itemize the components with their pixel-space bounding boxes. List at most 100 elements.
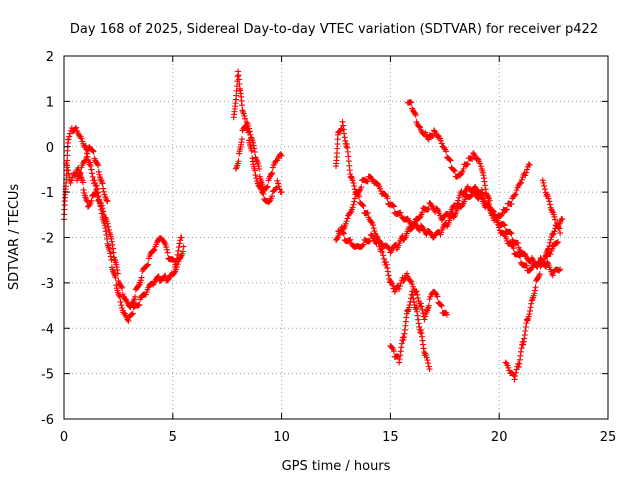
data-point — [89, 147, 96, 154]
data-point — [118, 302, 125, 309]
data-point — [541, 186, 548, 193]
data-point — [423, 354, 430, 361]
data-point — [546, 239, 553, 246]
data-point — [359, 242, 366, 249]
data-point — [351, 198, 358, 205]
data-point — [73, 124, 80, 131]
x-tick-label: 10 — [273, 430, 290, 445]
data-point — [559, 216, 566, 223]
data-point — [100, 188, 107, 195]
data-point — [525, 313, 532, 320]
data-point — [478, 186, 485, 193]
data-point — [540, 179, 547, 186]
data-point — [360, 241, 367, 248]
x-tick-label: 5 — [169, 430, 177, 445]
data-point — [247, 131, 254, 138]
data-point — [552, 216, 559, 223]
data-point — [455, 194, 462, 201]
data-point — [523, 169, 530, 176]
data-point — [397, 209, 404, 216]
data-point — [118, 283, 125, 290]
data-point — [65, 167, 72, 174]
data-point — [383, 261, 390, 268]
data-point — [425, 363, 432, 370]
data-point — [95, 162, 102, 169]
data-point — [68, 177, 75, 184]
data-point — [65, 170, 72, 177]
data-point — [551, 228, 558, 235]
data-point — [396, 283, 403, 290]
data-point — [547, 236, 554, 243]
data-point — [173, 255, 180, 262]
data-point — [155, 273, 162, 280]
data-point — [409, 280, 416, 287]
data-point — [486, 197, 493, 204]
data-point — [505, 364, 512, 371]
data-point — [556, 225, 563, 232]
data-point — [98, 177, 105, 184]
data-point — [474, 194, 481, 201]
data-point — [469, 155, 476, 162]
data-point — [175, 244, 182, 251]
data-point — [434, 293, 441, 300]
series-track-2 — [63, 160, 185, 311]
data-point — [438, 140, 445, 147]
data-point — [251, 145, 258, 152]
data-point — [425, 136, 432, 143]
data-point — [554, 240, 561, 247]
data-point — [536, 271, 543, 278]
chart-title: Day 168 of 2025, Sidereal Day-to-day VTE… — [70, 22, 598, 37]
data-point — [409, 288, 416, 295]
data-point — [540, 260, 547, 267]
data-point — [368, 219, 375, 226]
data-point — [427, 229, 434, 236]
data-point — [100, 208, 107, 215]
data-point — [89, 173, 96, 180]
data-point — [385, 272, 392, 279]
data-point — [535, 274, 542, 281]
y-tick-label: 1 — [46, 95, 54, 110]
data-point — [541, 182, 548, 189]
data-point — [100, 185, 107, 192]
data-point — [129, 310, 136, 317]
data-point — [253, 155, 260, 162]
data-point — [490, 208, 497, 215]
data-point — [103, 197, 110, 204]
data-point — [274, 177, 281, 184]
y-tick-label: -6 — [41, 413, 54, 428]
data-point — [88, 197, 95, 204]
data-point — [162, 272, 169, 279]
data-point — [163, 244, 170, 251]
data-point — [238, 102, 245, 109]
data-point — [358, 184, 365, 191]
data-point — [526, 311, 533, 318]
data-point — [401, 236, 408, 243]
data-point — [384, 268, 391, 275]
data-point — [77, 169, 84, 176]
data-point — [242, 115, 249, 122]
data-point — [524, 166, 531, 173]
data-point — [464, 160, 471, 167]
series-track-12 — [539, 177, 564, 236]
data-point — [416, 123, 423, 130]
y-tick-label: -3 — [41, 277, 54, 292]
data-point — [268, 171, 275, 178]
data-point — [416, 227, 423, 234]
data-point — [417, 300, 424, 307]
data-point — [66, 133, 73, 140]
data-point — [425, 302, 432, 309]
data-point — [508, 230, 515, 237]
data-point — [273, 184, 280, 191]
axis-ticks: 0 5 10 15 20 25 -6 -5 -4 -3 -2 -1 0 1 2 — [41, 50, 616, 445]
data-point — [380, 255, 387, 262]
data-point — [176, 240, 183, 247]
data-point — [379, 249, 386, 256]
data-point — [419, 209, 426, 216]
data-point — [532, 284, 539, 291]
data-point — [539, 177, 546, 184]
data-point — [414, 295, 421, 302]
y-tick-label: -1 — [41, 186, 54, 201]
data-point — [119, 284, 126, 291]
x-tick-label: 25 — [600, 430, 617, 445]
data-point — [342, 220, 349, 227]
